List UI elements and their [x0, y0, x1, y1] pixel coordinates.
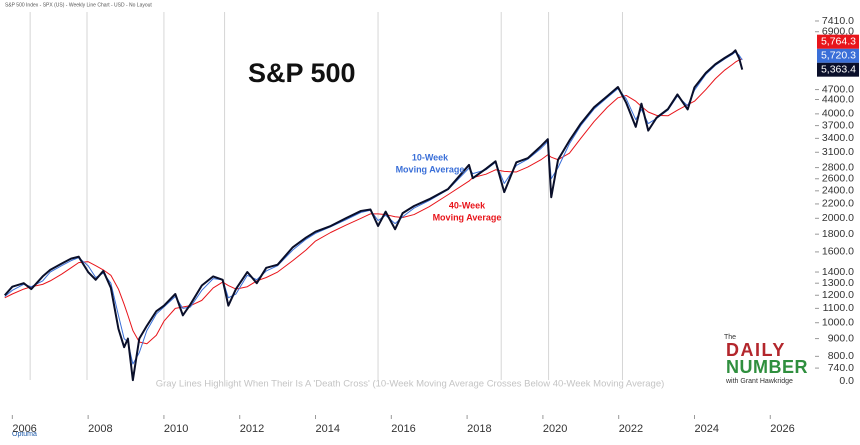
- x-tick-label: 2018: [467, 423, 491, 435]
- last-value-box: [817, 62, 859, 77]
- plot: [4, 12, 744, 382]
- series-annotation: Moving Average: [396, 164, 465, 174]
- x-tick-label: 2026: [770, 423, 794, 435]
- y-tick-label: 3700.0: [822, 119, 854, 131]
- y-tick-label: 1800.0: [822, 228, 854, 240]
- y-tick-label: 1100.0: [823, 302, 854, 314]
- y-tick-label: 2600.0: [822, 173, 854, 185]
- logo: The DAILY NUMBER with Grant Hawkridge: [724, 334, 808, 385]
- y-tick-label: 7410.0: [822, 15, 854, 27]
- logo-line2: NUMBER: [726, 357, 808, 377]
- last-value-label: 5,720.3: [821, 49, 856, 61]
- x-tick-label: 2022: [619, 423, 643, 435]
- y-tick-label: 1400.0: [822, 266, 854, 278]
- logo-line1: DAILY: [726, 340, 786, 360]
- x-tick-label: 2016: [391, 423, 415, 435]
- series-annotation: 40-Week: [449, 200, 486, 210]
- y-tick-label: 1200.0: [822, 289, 854, 301]
- y-tick-label: 3400.0: [822, 132, 854, 144]
- series-line: [4, 49, 744, 382]
- y-tick-label: 2000.0: [822, 212, 854, 224]
- y-tick-label: 6900.0: [822, 26, 854, 38]
- last-value-label: 5,764.3: [821, 35, 856, 47]
- logo-top: The: [724, 334, 736, 341]
- y-tick-label: 4400.0: [822, 93, 854, 105]
- y-tick-label: 740.0: [828, 362, 854, 374]
- x-tick-label: 2010: [164, 423, 188, 435]
- last-value-label: 5,363.4: [821, 63, 856, 75]
- x-tick-label: 2006: [12, 423, 36, 435]
- x-tick-label: 2014: [316, 423, 340, 435]
- y-tick-label: 900.0: [828, 332, 854, 344]
- chart-header: S&P 500 Index - SPX (US) - Weekly Line C…: [5, 2, 152, 8]
- last-value-box: [817, 34, 859, 49]
- y-tick-label: 2400.0: [822, 185, 854, 197]
- x-tick-label: 2008: [88, 423, 112, 435]
- brand: Optuma: [12, 431, 37, 438]
- x-tick-label: 2012: [240, 423, 264, 435]
- last-value-box: [817, 48, 859, 63]
- series-annotation: 10-Week: [412, 152, 449, 162]
- y-tick-label: 3100.0: [822, 146, 854, 158]
- y-tick-label: 1300.0: [822, 277, 854, 289]
- series-annotation: Moving Average: [433, 212, 502, 222]
- y-tick-label: 4000.0: [822, 108, 854, 120]
- y-tick-label: 1000.0: [822, 317, 854, 329]
- chart-title: S&P 500: [248, 58, 356, 88]
- logo-byline: with Grant Hawkridge: [725, 378, 793, 385]
- y-tick-label: 2800.0: [822, 161, 854, 173]
- y-floor-label: 0.0: [839, 375, 854, 387]
- y-tick-label: 2200.0: [822, 198, 854, 210]
- y-tick-label: 1600.0: [822, 246, 854, 258]
- footnote: Gray Lines Highlight When Their Is A 'De…: [156, 379, 665, 390]
- x-tick-label: 2024: [694, 423, 718, 435]
- y-tick-label: 4700.0: [822, 83, 854, 95]
- y-tick-label: 800.0: [828, 350, 854, 362]
- x-tick-label: 2020: [543, 423, 567, 435]
